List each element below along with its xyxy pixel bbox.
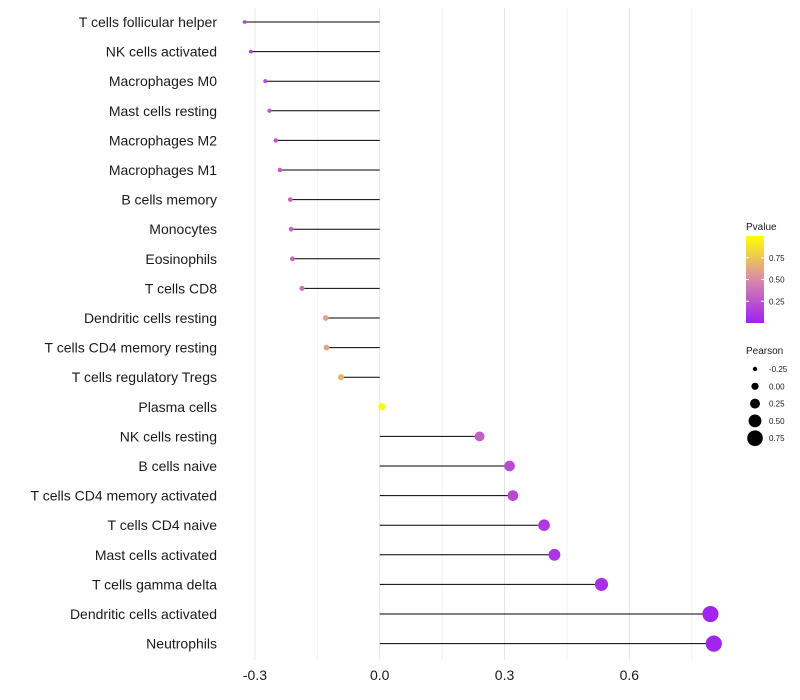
data-point — [705, 635, 722, 652]
pvalue-colorbar — [746, 236, 764, 323]
size-legend-label: 0.50 — [769, 417, 785, 426]
x-tick-label: -0.3 — [243, 667, 267, 683]
data-point — [267, 108, 272, 113]
category-label: Macrophages M1 — [109, 162, 217, 178]
category-label: T cells gamma delta — [92, 576, 217, 592]
category-label: Macrophages M0 — [109, 73, 217, 89]
category-label: Plasma cells — [138, 399, 217, 415]
data-point — [288, 226, 294, 232]
size-legend-dot — [748, 414, 762, 428]
pearson-legend-title: Pearson — [746, 346, 783, 357]
point-layer — [242, 20, 722, 652]
stem-layer — [244, 21, 714, 645]
category-label: Mast cells activated — [95, 547, 217, 563]
size-legend-label: -0.25 — [769, 365, 788, 374]
category-label: Eosinophils — [145, 251, 217, 267]
category-label: Macrophages M2 — [109, 132, 217, 148]
category-label: B cells naive — [138, 458, 217, 474]
category-label: NK cells resting — [120, 428, 217, 444]
data-point — [277, 167, 283, 173]
category-label: T cells CD8 — [145, 280, 217, 296]
category-label: T cells regulatory Tregs — [72, 369, 217, 385]
x-tick-label: 0.3 — [495, 667, 515, 683]
data-point — [287, 197, 293, 202]
category-label: NK cells activated — [106, 44, 217, 60]
colorbar-tick-label: 0.25 — [769, 297, 785, 306]
x-tick-label: 0.6 — [620, 667, 640, 683]
data-point — [507, 490, 519, 501]
category-label: B cells memory — [121, 192, 217, 208]
data-point — [242, 20, 247, 24]
category-label: Mast cells resting — [109, 103, 217, 119]
data-point — [263, 79, 268, 84]
data-point — [538, 519, 550, 532]
data-point — [273, 138, 278, 143]
x-tick-label: 0.0 — [370, 667, 390, 683]
colorbar-tick-label: 0.50 — [769, 276, 785, 285]
data-point — [702, 605, 719, 623]
size-legend-dot — [750, 398, 760, 409]
pvalue-legend-title: Pvalue — [746, 222, 777, 233]
category-label: Neutrophils — [146, 636, 217, 652]
data-point — [337, 374, 345, 381]
category-label: T cells CD4 memory resting — [45, 340, 217, 356]
size-legend-dot — [751, 382, 759, 390]
legend: Pvalue 0.75 0.50 0.25 Pearson -0.25 0.00 0.25 0.… — [746, 222, 788, 447]
data-point — [474, 431, 485, 442]
size-legend-label: 0.25 — [769, 400, 785, 409]
size-legend-dot — [747, 430, 763, 447]
data-point — [594, 577, 609, 591]
data-point — [323, 344, 330, 351]
category-label: Dendritic cells resting — [84, 310, 217, 326]
category-label: T cells CD4 memory activated — [31, 488, 217, 504]
grid-layer — [254, 8, 693, 660]
data-point — [322, 315, 329, 321]
size-legend-label: 0.00 — [769, 382, 785, 391]
data-point — [548, 548, 561, 561]
category-label: T cells CD4 naive — [108, 517, 218, 533]
colorbar-tick-label: 0.75 — [769, 254, 785, 263]
category-label: Monocytes — [149, 221, 217, 237]
category-label: T cells follicular helper — [79, 14, 218, 30]
size-legend-dot — [752, 366, 758, 372]
data-point — [504, 460, 515, 472]
data-point — [299, 285, 305, 291]
data-point — [378, 403, 386, 411]
data-point — [248, 49, 253, 54]
size-legend-label: 0.75 — [769, 434, 785, 443]
category-labels: T cells follicular helper NK cells activa… — [31, 14, 218, 652]
x-axis-ticks: -0.3 0.0 0.3 0.6 — [243, 667, 639, 683]
data-point — [289, 256, 295, 262]
category-label: Dendritic cells activated — [70, 606, 217, 622]
